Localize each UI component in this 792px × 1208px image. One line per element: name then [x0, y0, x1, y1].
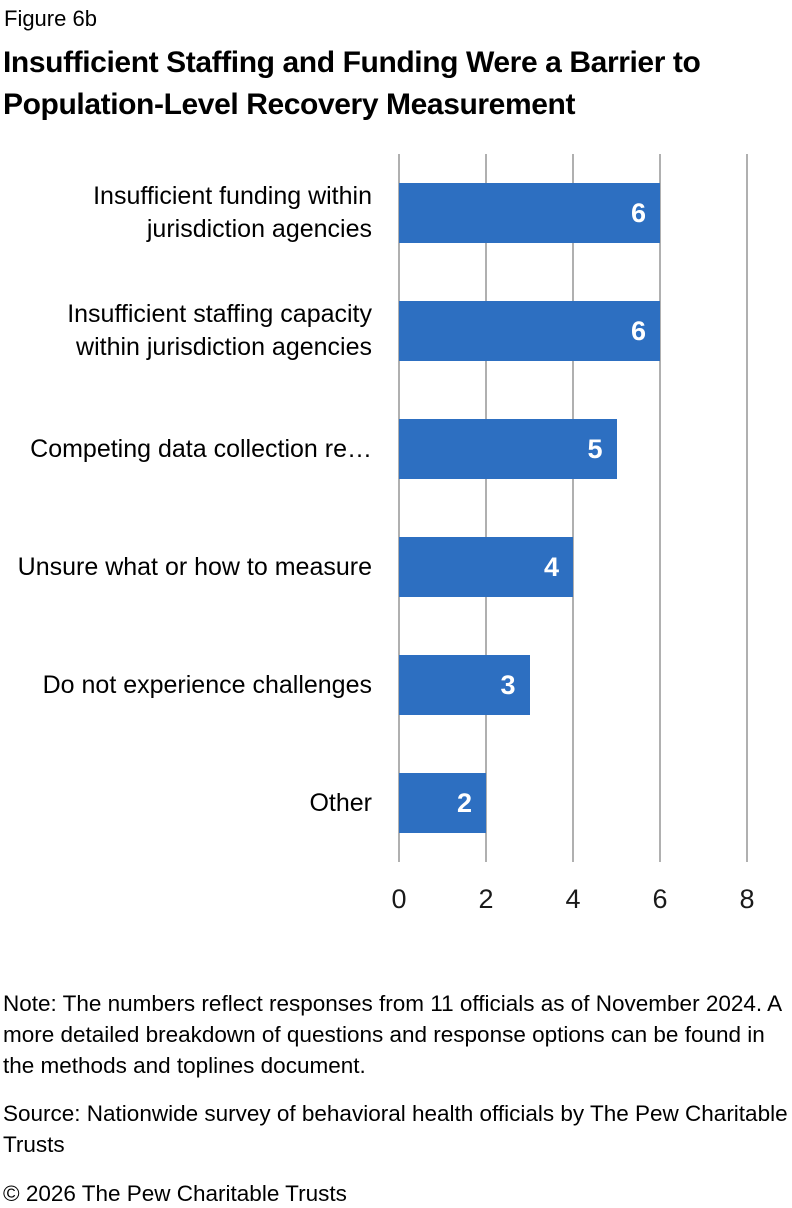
- category-label: Insufficient staffing capacity within ju…: [67, 300, 372, 361]
- x-tick-label: 4: [565, 884, 581, 914]
- x-tick-label: 2: [478, 884, 494, 914]
- gridline: [746, 154, 748, 862]
- note-text: Note: The numbers reflect responses from…: [3, 991, 781, 1078]
- x-axis-ticks: 0 2 4 6 8: [391, 884, 754, 920]
- bar: 5: [399, 419, 617, 479]
- bar: 6: [399, 301, 660, 361]
- copyright-text: © 2026 The Pew Charitable Trusts: [3, 1181, 347, 1206]
- bar-value-label: 3: [500, 669, 516, 700]
- gridline: [572, 154, 574, 862]
- bar: 4: [399, 537, 573, 597]
- category-label: Unsure what or how to measure: [17, 552, 372, 581]
- x-tick-label: 6: [652, 884, 668, 914]
- gridline: [485, 154, 487, 862]
- category-label: Other: [309, 788, 372, 817]
- x-tick-label: 8: [739, 884, 755, 914]
- source-text: Source: Nationwide survey of behavioral …: [3, 1101, 788, 1157]
- bar: 6: [399, 183, 660, 243]
- chart-title: Insufficient Staffing and Funding Were a…: [3, 46, 701, 121]
- category-label: Competing data collection re…: [30, 434, 372, 463]
- bar-value-label: 6: [630, 315, 646, 346]
- x-tick-label: 0: [391, 884, 407, 914]
- bar-value-label: 4: [543, 551, 559, 582]
- category-axis: Insufficient funding within jurisdiction…: [0, 154, 372, 862]
- gridline: [659, 154, 661, 862]
- bar: 3: [399, 655, 530, 715]
- category-label: Insufficient funding within jurisdiction…: [93, 182, 372, 243]
- bar-value-label: 2: [456, 787, 472, 818]
- plot-area: 6 6 5 4 3 2: [398, 154, 748, 862]
- bar: 2: [399, 773, 486, 833]
- category-label: Do not experience challenges: [42, 670, 372, 699]
- gridline: [398, 154, 400, 862]
- bar-value-label: 6: [630, 197, 646, 228]
- figure-label: Figure 6b: [4, 6, 97, 31]
- bar-value-label: 5: [587, 433, 603, 464]
